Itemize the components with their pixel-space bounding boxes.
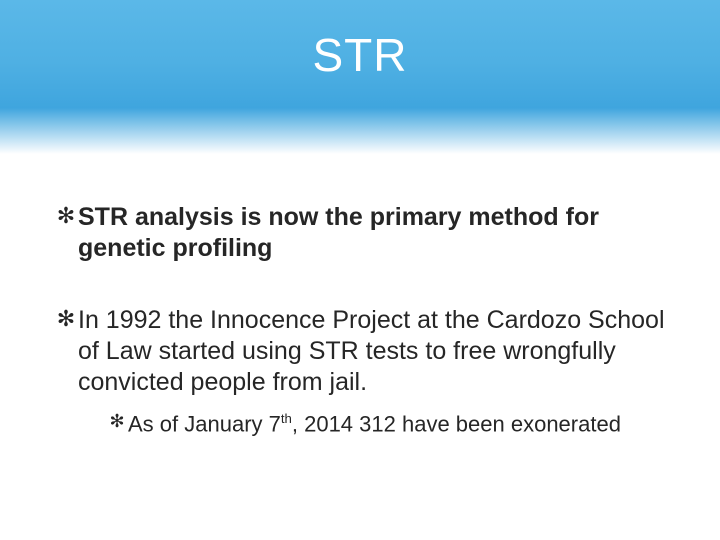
- sub-text-after: , 2014 312 have been exonerated: [292, 412, 621, 437]
- slide-title: STR: [313, 28, 408, 82]
- bullet-text-span: In 1992 the Innocence Project at the Car…: [78, 306, 665, 397]
- sub-bullet-item: ✻ As of January 7th, 2014 312 have been …: [78, 410, 666, 439]
- bullet-item: ✻ In 1992 the Innocence Project at the C…: [54, 305, 666, 440]
- slide-content: ✻ STR analysis is now the primary method…: [0, 154, 720, 439]
- bullet-item: ✻ STR analysis is now the primary method…: [54, 202, 666, 265]
- slide-header: STR: [0, 0, 720, 154]
- sub-bullet-text: As of January 7th, 2014 312 have been ex…: [128, 410, 666, 439]
- sub-sup: th: [281, 411, 292, 426]
- bullet-marker: ✻: [54, 202, 78, 265]
- bullet-text: STR analysis is now the primary method f…: [78, 202, 666, 265]
- sub-text-before: As of January 7: [128, 412, 281, 437]
- bullet-text: In 1992 the Innocence Project at the Car…: [78, 305, 666, 440]
- bullet-marker: ✻: [106, 410, 128, 439]
- bullet-marker: ✻: [54, 305, 78, 440]
